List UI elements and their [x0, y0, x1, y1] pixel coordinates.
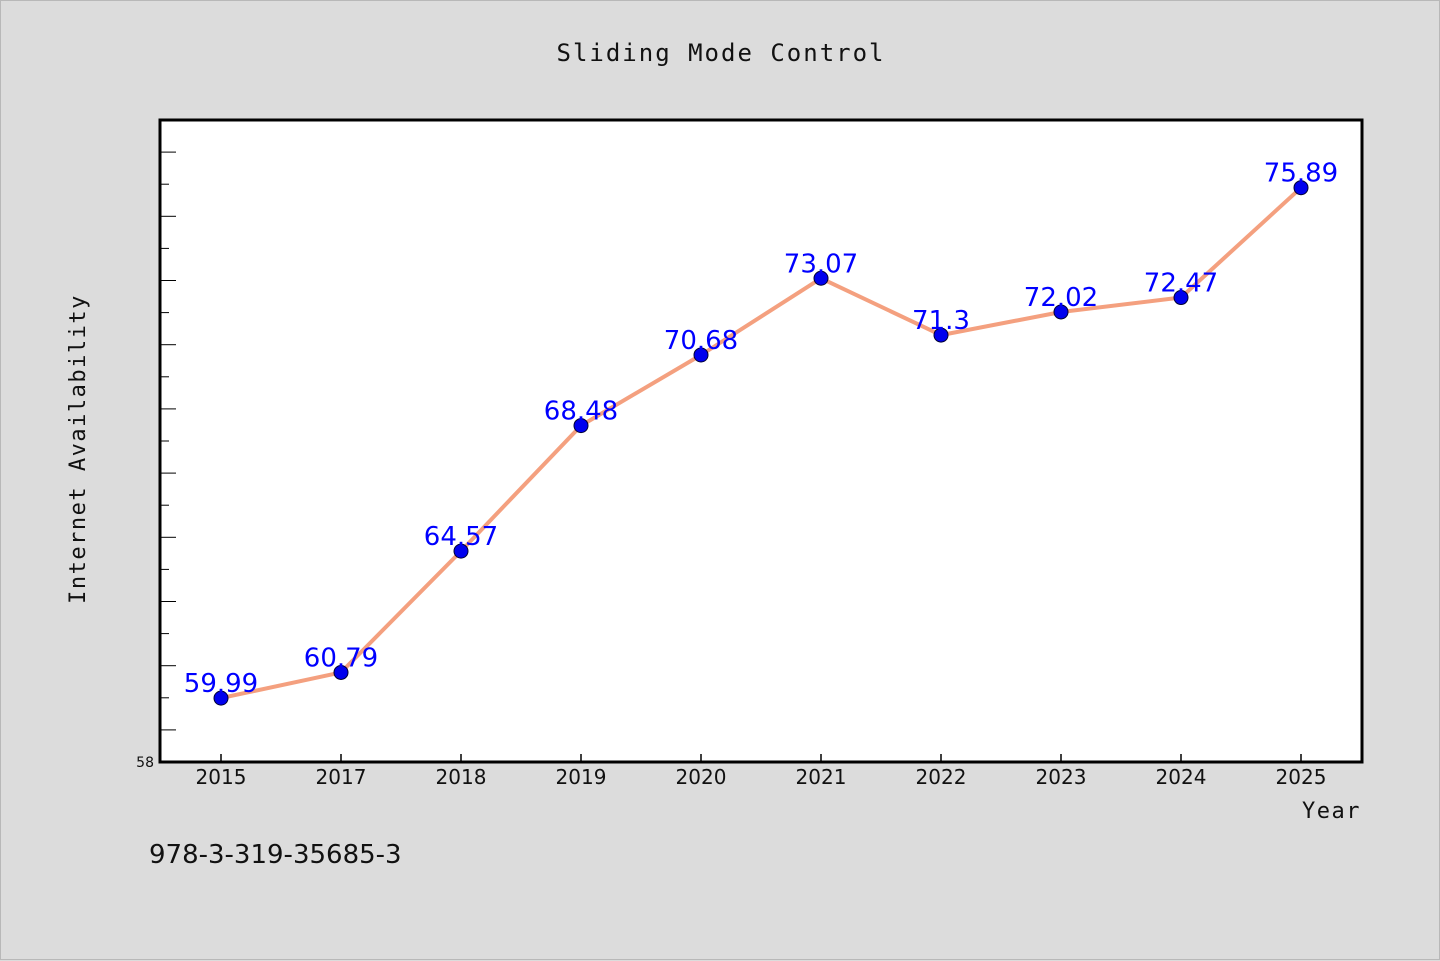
x-tick-label: 2019: [556, 765, 607, 789]
x-tick-label: 2017: [316, 765, 367, 789]
y-tick-label: 58: [136, 755, 154, 771]
data-labels: 59.99 60.79 64.57 68.48 70.68 73.07 71.3 72.02 7…: [184, 159, 1338, 699]
chart-title: Sliding Mode Control: [557, 39, 886, 67]
series-markers: [213, 180, 1309, 706]
x-axis-ticks: [220, 754, 1302, 762]
x-tick-label: 2022: [916, 765, 967, 789]
data-label: 68.48: [544, 397, 618, 427]
data-point-marker: [1173, 290, 1189, 306]
data-point-marker: [573, 418, 589, 434]
data-point-marker: [933, 327, 949, 343]
data-label: 72.02: [1024, 283, 1098, 313]
series-line: [219, 185, 1303, 701]
x-tick-label: 2015: [196, 765, 247, 789]
data-point-marker: [453, 543, 469, 559]
x-tick-label: 2021: [796, 765, 847, 789]
data-point-marker: [1293, 180, 1309, 196]
data-label: 59.99: [184, 669, 258, 699]
footer-text: 978-3-319-35685-3: [149, 840, 402, 870]
data-label: 73.07: [784, 249, 858, 279]
data-label: 60.79: [304, 643, 378, 673]
data-label: 75.89: [1264, 159, 1338, 189]
data-label: 71.3: [912, 306, 970, 336]
x-tick-label: 2025: [1276, 765, 1327, 789]
y-axis-ticks: [160, 151, 176, 731]
data-point-marker: [813, 270, 829, 286]
y-axis-label: Internet Availability: [66, 294, 91, 604]
data-point-marker: [1053, 304, 1069, 320]
x-tick-label: 2020: [676, 765, 727, 789]
data-point-marker: [333, 664, 349, 680]
x-axis-tick-labels: 2015 2017 2018 2019 2020 2021 2022 2023 2024 2025: [196, 765, 1327, 789]
x-tick-label: 2023: [1036, 765, 1087, 789]
data-point-marker: [213, 690, 229, 706]
x-axis-label: Year: [1302, 799, 1361, 824]
data-point-marker: [693, 347, 709, 363]
data-label: 64.57: [424, 522, 498, 552]
data-label: 70.68: [664, 326, 738, 356]
x-tick-label: 2018: [436, 765, 487, 789]
data-label: 72.47: [1144, 269, 1218, 299]
y-axis-tick-labels: 58: [136, 755, 154, 771]
x-tick-label: 2024: [1156, 765, 1207, 789]
